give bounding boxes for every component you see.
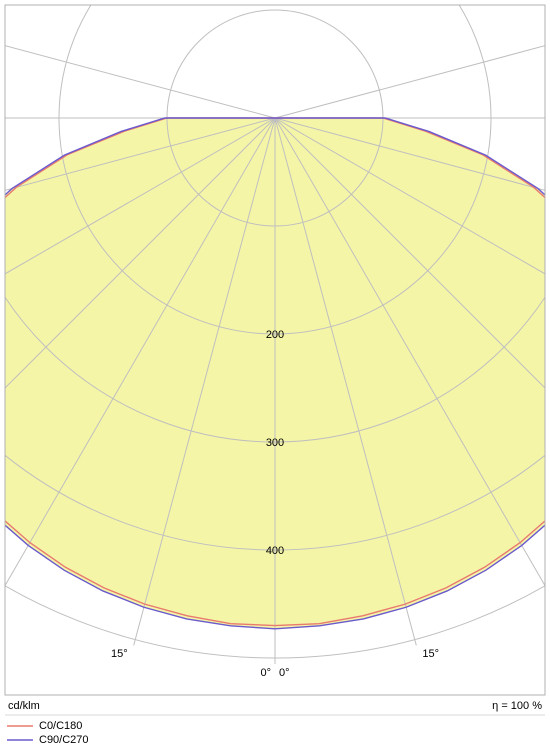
angle-label-left: 15° [111, 648, 128, 660]
legend-label: C90/C270 [39, 734, 89, 746]
photometric-polar-chart: 0°0°15°15°30°30°45°45°60°60°75°75°90°90°… [0, 0, 550, 750]
radial-label: 200 [266, 329, 284, 341]
unit-label: cd/klm [8, 700, 40, 712]
efficiency-label: η = 100 % [492, 700, 542, 712]
angle-label-right: 15° [422, 648, 439, 660]
radial-label: 400 [266, 545, 284, 557]
radial-label: 300 [266, 437, 284, 449]
angle-label-left: 0° [260, 667, 271, 679]
angle-label-right: 0° [279, 667, 290, 679]
legend-label: C0/C180 [39, 720, 82, 732]
